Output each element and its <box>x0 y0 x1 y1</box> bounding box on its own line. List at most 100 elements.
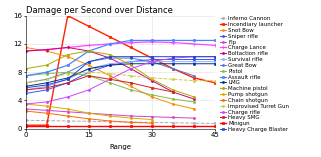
Line: Assault rifle: Assault rifle <box>24 39 216 77</box>
Inferno Cannon <box>45 120 49 122</box>
Pistol <box>171 98 175 100</box>
Great Bow <box>150 61 154 62</box>
LMG <box>24 85 28 87</box>
Flp <box>192 117 196 119</box>
LMG <box>108 64 112 66</box>
Great Bow <box>171 68 175 70</box>
Heavy Charge Blaster <box>192 56 196 58</box>
Sniper rifle <box>66 82 70 84</box>
Sniper rifle <box>171 59 175 60</box>
Charge Lance <box>192 43 196 45</box>
Pump shotgun <box>129 117 133 119</box>
Minigun <box>213 125 217 127</box>
Heavy SMG <box>87 75 91 77</box>
Boltaction rifle <box>171 91 175 93</box>
Improvised Turret Gun <box>150 77 154 79</box>
Heavy SMG <box>150 87 154 89</box>
Great Bow <box>45 78 49 80</box>
Heavy SMG <box>171 91 175 93</box>
Sniper rifle <box>45 89 49 91</box>
Snot Bow <box>129 85 133 87</box>
Machine pistol <box>129 64 133 66</box>
Minigun <box>192 125 196 127</box>
Snot Bow <box>108 75 112 77</box>
Line: Machine pistol: Machine pistol <box>25 50 195 98</box>
Pistol <box>24 75 28 77</box>
Text: Damage per Second over Distance: Damage per Second over Distance <box>26 6 173 15</box>
Heavy Charge Blaster <box>150 56 154 58</box>
Line: Charge Lance: Charge Lance <box>24 40 217 53</box>
Snot Bow <box>66 56 70 58</box>
Pump shotgun <box>66 108 70 110</box>
Inferno Cannon <box>87 120 91 122</box>
Pump shotgun <box>108 115 112 117</box>
Snot Bow <box>150 96 154 98</box>
Line: Minigun: Minigun <box>24 125 216 127</box>
Heavy Charge Blaster <box>45 84 49 86</box>
Pistol <box>192 101 196 103</box>
Assault rifle <box>150 39 154 41</box>
Sniper rifle <box>213 59 217 60</box>
Survival rifle <box>87 68 91 70</box>
Boltaction rifle <box>192 98 196 100</box>
Pistol <box>45 73 49 75</box>
Incendiary launcher <box>66 15 70 17</box>
Chain shotgun <box>24 110 28 112</box>
Improvised Turret Gun <box>213 80 217 82</box>
Flp <box>150 116 154 118</box>
Incendiary launcher <box>150 57 154 59</box>
Line: Great Bow: Great Bow <box>25 57 195 84</box>
Heavy SMG <box>129 82 133 84</box>
Minigun <box>66 125 70 127</box>
Line: Sniper rifle: Sniper rifle <box>25 58 216 95</box>
Survival rifle <box>45 85 49 87</box>
Improvised Turret Gun <box>192 80 196 82</box>
Incendiary launcher <box>171 68 175 70</box>
Survival rifle <box>150 61 154 62</box>
Machine pistol <box>45 64 49 66</box>
Pump shotgun <box>87 112 91 114</box>
Line: Pistol: Pistol <box>25 71 195 103</box>
Machine pistol <box>171 89 175 91</box>
Inferno Cannon <box>108 121 112 123</box>
Great Bow <box>66 71 70 73</box>
Inferno Cannon <box>171 122 175 124</box>
Charge rifle <box>66 96 70 98</box>
Legend: Inferno Cannon, Incendiary launcher, Snot Bow, Sniper rifle, Flp, Charge Lance, : Inferno Cannon, Incendiary launcher, Sno… <box>220 16 289 132</box>
Assault rifle <box>171 39 175 41</box>
Charge Lance <box>24 50 28 52</box>
Line: Pump shotgun: Pump shotgun <box>25 103 153 121</box>
Heavy SMG <box>108 78 112 80</box>
Incendiary launcher <box>213 82 217 84</box>
Minigun <box>108 125 112 127</box>
Machine pistol <box>192 96 196 98</box>
Flp <box>108 114 112 116</box>
Minigun <box>45 125 49 127</box>
Charge Lance <box>45 49 49 51</box>
Flp <box>87 112 91 114</box>
Pistol <box>87 75 91 77</box>
Improvised Turret Gun <box>129 75 133 77</box>
Chain shotgun <box>66 115 70 117</box>
Survival rifle <box>24 89 28 91</box>
Survival rifle <box>66 78 70 80</box>
Flp <box>66 111 70 113</box>
Snot Bow <box>192 108 196 110</box>
Snot Bow <box>87 64 91 66</box>
Survival rifle <box>171 61 175 62</box>
Assault rifle <box>66 64 70 66</box>
Flp <box>171 116 175 118</box>
Charge rifle <box>108 78 112 80</box>
Heavy Charge Blaster <box>108 56 112 58</box>
Minigun <box>150 125 154 127</box>
Charge rifle <box>213 56 217 58</box>
Machine pistol <box>66 54 70 55</box>
Charge Lance <box>108 43 112 45</box>
Heavy Charge Blaster <box>24 87 28 89</box>
Boltaction rifle <box>24 50 28 52</box>
Charge Lance <box>87 44 91 46</box>
Heavy Charge Blaster <box>66 78 70 80</box>
LMG <box>171 63 175 65</box>
Heavy SMG <box>24 89 28 91</box>
Minigun <box>87 125 91 127</box>
